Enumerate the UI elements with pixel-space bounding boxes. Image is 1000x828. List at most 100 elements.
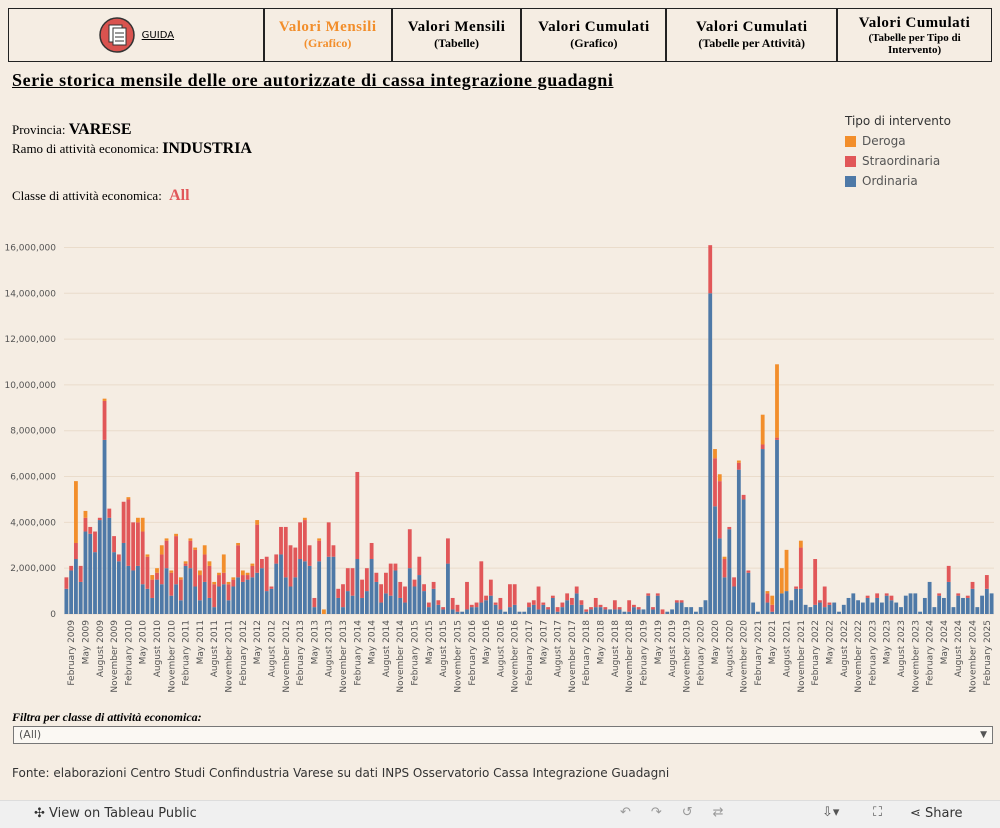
bar-segment: [97, 517, 102, 521]
tab[interactable]: Valori Mensili (Grafico): [262, 9, 391, 61]
bar-segment: [159, 584, 164, 614]
bar-segment: [174, 584, 178, 614]
bar-segment: [231, 586, 236, 614]
x-tick-label: November 2015: [453, 620, 463, 693]
bar-segment: [546, 607, 550, 610]
filter-dropdown[interactable]: (All) ▼: [13, 726, 993, 744]
bar-segment: [527, 602, 531, 608]
share-button[interactable]: ⋖ Share: [910, 806, 963, 821]
bar-segment: [426, 602, 431, 608]
bar-segment: [655, 593, 660, 596]
bar-segment: [670, 609, 674, 614]
bar-segment: [264, 591, 269, 614]
bar-segment: [646, 593, 651, 596]
bar-segment: [822, 607, 827, 614]
bar-segment: [202, 581, 207, 614]
bar-segment: [717, 481, 722, 539]
legend-swatch: [845, 135, 856, 147]
bar-segment: [946, 565, 951, 582]
bar-segment: [841, 604, 846, 614]
bar-segment: [984, 575, 989, 589]
bar-segment: [946, 581, 951, 614]
x-tick-label: February 2012: [239, 620, 249, 686]
bar-segment: [345, 591, 350, 614]
tab[interactable]: Valori Mensili (Tabelle): [390, 9, 521, 61]
bar-segment: [713, 506, 717, 614]
legend-item[interactable]: Ordinaria: [845, 174, 951, 188]
bar-segment: [703, 600, 708, 614]
bar-segment: [736, 469, 741, 614]
x-tick-label: May 2017: [539, 620, 549, 664]
bar-segment: [293, 547, 298, 578]
bar-segment: [832, 602, 837, 614]
bar-segment: [188, 568, 193, 614]
view-button[interactable]: ✣ View on Tableau Public: [34, 806, 197, 821]
bar-segment: [64, 588, 69, 614]
bar-segment: [889, 600, 894, 614]
bar-segment: [446, 563, 450, 614]
legend-item[interactable]: Straordinaria: [845, 154, 951, 168]
bar-segment: [803, 604, 808, 614]
bar-segment: [169, 572, 174, 596]
bar-segment: [150, 579, 155, 598]
x-tick-label: August 2023: [897, 620, 907, 677]
bar-segment: [565, 600, 570, 614]
bar-segment: [288, 586, 293, 614]
bar-segment: [798, 540, 803, 548]
bar-segment: [374, 572, 379, 582]
tab[interactable]: Valori Cumulati (Tabelle per Attività): [665, 9, 836, 61]
ramo-row: Ramo di attività economica: INDUSTRIA: [12, 140, 252, 158]
bar-segment: [732, 577, 736, 587]
bar-segment: [608, 609, 612, 614]
fullscreen-icon[interactable]: ⛶: [873, 805, 883, 820]
bar-segment: [245, 579, 250, 614]
bar-segment: [145, 556, 150, 589]
bar-segment: [88, 526, 93, 534]
bar-segment: [484, 595, 488, 601]
x-tick-label: May 2012: [253, 620, 263, 664]
guide-tab[interactable]: GUIDA: [9, 9, 263, 61]
x-tick-label: August 2024: [954, 620, 964, 678]
tab[interactable]: Valori Cumulati (Grafico): [520, 9, 665, 61]
view-label: View on Tableau Public: [49, 806, 197, 821]
bar-segment: [708, 293, 713, 614]
bar-segment: [331, 556, 336, 614]
bar-segment: [465, 609, 469, 614]
bar-segment: [612, 600, 617, 610]
bar-segment: [455, 611, 460, 614]
legend-item[interactable]: Deroga: [845, 134, 951, 148]
x-tick-label: February 2010: [124, 620, 134, 686]
x-tick-label: May 2015: [425, 620, 435, 664]
bar-segment: [736, 460, 741, 463]
x-tick-label: November 2012: [282, 620, 292, 693]
bar-segment: [341, 607, 345, 614]
bar-segment: [479, 602, 484, 614]
bar-segment: [593, 607, 598, 614]
bar-segment: [369, 559, 374, 614]
bar-segment: [136, 565, 140, 614]
bar-segment: [574, 593, 579, 614]
bar-segment: [560, 607, 565, 614]
bar-segment: [298, 559, 302, 614]
x-tick-label: August 2016: [496, 620, 506, 678]
download-icon[interactable]: ⇩▾: [822, 805, 840, 820]
bar-segment: [770, 611, 775, 614]
tab[interactable]: Valori Cumulati (Tabelle per Tipo di Inte…: [836, 9, 991, 61]
bar-segment: [751, 602, 756, 614]
bar-segment: [813, 559, 818, 605]
bar-segment: [679, 602, 684, 614]
bar-segment: [155, 572, 159, 580]
x-tick-label: May 2011: [196, 620, 206, 664]
x-tick-label: August 2019: [668, 620, 678, 678]
bar-segment: [198, 570, 202, 576]
bar-segment: [155, 579, 159, 614]
bar-segment: [598, 607, 603, 614]
bar-segment: [732, 586, 736, 614]
x-tick-label: February 2013: [296, 620, 306, 686]
bar-segment: [226, 584, 231, 601]
bar-segment: [74, 559, 78, 614]
bar-segment: [798, 547, 803, 589]
bar-segment: [727, 529, 732, 614]
x-tick-label: May 2010: [139, 620, 149, 665]
